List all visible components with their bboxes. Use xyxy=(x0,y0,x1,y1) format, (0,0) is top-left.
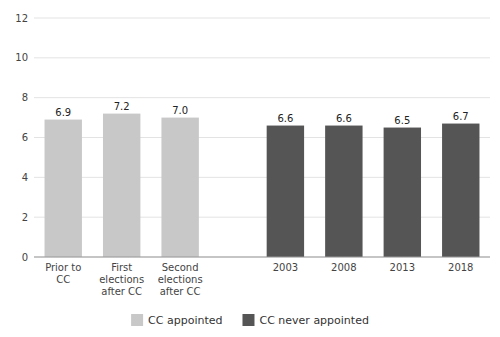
data-label: 7.2 xyxy=(114,101,130,112)
grid-line xyxy=(34,18,490,19)
x-tick-label: 2018 xyxy=(448,262,473,273)
grid-line xyxy=(34,137,490,138)
x-tick-label: 2008 xyxy=(331,262,356,273)
data-label: 6.6 xyxy=(277,113,293,124)
data-label: 7.0 xyxy=(172,105,188,116)
y-tick-label: 10 xyxy=(15,52,28,63)
legend: CC appointed CC never appointed xyxy=(131,314,369,327)
x-tick-label-line: 2008 xyxy=(331,262,356,273)
x-tick-label-line: 2013 xyxy=(390,262,415,273)
bars xyxy=(45,114,480,257)
bar xyxy=(45,120,82,257)
x-tick-label: Prior toCC xyxy=(45,262,81,285)
x-tick-label-line: elections xyxy=(158,274,203,285)
data-label: 6.6 xyxy=(336,113,352,124)
bar xyxy=(161,118,198,257)
legend-label: CC never appointed xyxy=(259,314,368,327)
x-tick-label-line: CC xyxy=(56,274,70,285)
data-label: 6.9 xyxy=(55,107,71,118)
data-labels: 6.9 7.2 7.0 6.6 6.6 6.5 6.7 xyxy=(55,101,468,126)
x-tick-label-line: 2018 xyxy=(448,262,473,273)
x-tick-label-line: First xyxy=(111,262,132,273)
x-tick-label: Secondelectionsafter CC xyxy=(158,262,203,297)
legend-swatch xyxy=(242,314,254,326)
grid-line xyxy=(34,57,490,58)
grid-line xyxy=(34,177,490,178)
y-tick-label: 4 xyxy=(22,172,28,183)
grid-line xyxy=(34,257,490,258)
grid-line xyxy=(34,217,490,218)
x-tick-label-line: 2003 xyxy=(273,262,298,273)
y-tick-label: 0 xyxy=(22,252,28,263)
y-tick-label: 8 xyxy=(22,92,28,103)
data-label: 6.5 xyxy=(394,115,410,126)
bar xyxy=(267,126,304,257)
data-label: 6.7 xyxy=(453,111,469,122)
x-tick-label-line: Prior to xyxy=(45,262,81,273)
x-tick-label-line: after CC xyxy=(160,286,201,297)
bar xyxy=(103,114,140,257)
legend-label: CC appointed xyxy=(148,314,222,327)
y-tick-label: 12 xyxy=(15,13,28,24)
chart: 0246810126.97.27.06.66.66.56.7Prior toCC… xyxy=(0,0,500,337)
grid-line xyxy=(34,97,490,98)
chart-container: 0246810126.97.27.06.66.66.56.7Prior toCC… xyxy=(0,0,500,337)
x-axis-line xyxy=(34,257,490,258)
bar xyxy=(325,126,362,257)
grid xyxy=(34,18,490,257)
bar xyxy=(384,128,421,257)
x-tick-label-line: after CC xyxy=(101,286,142,297)
x-tick-label: 2003 xyxy=(273,262,298,273)
x-tick-label-line: elections xyxy=(99,274,144,285)
bar xyxy=(442,124,479,257)
y-tick-label: 2 xyxy=(22,212,28,223)
x-tick-label: Firstelectionsafter CC xyxy=(99,262,144,297)
x-tick-label: 2013 xyxy=(390,262,415,273)
legend-swatch xyxy=(131,314,143,326)
x-tick-label-line: Second xyxy=(162,262,199,273)
y-tick-label: 6 xyxy=(22,132,28,143)
